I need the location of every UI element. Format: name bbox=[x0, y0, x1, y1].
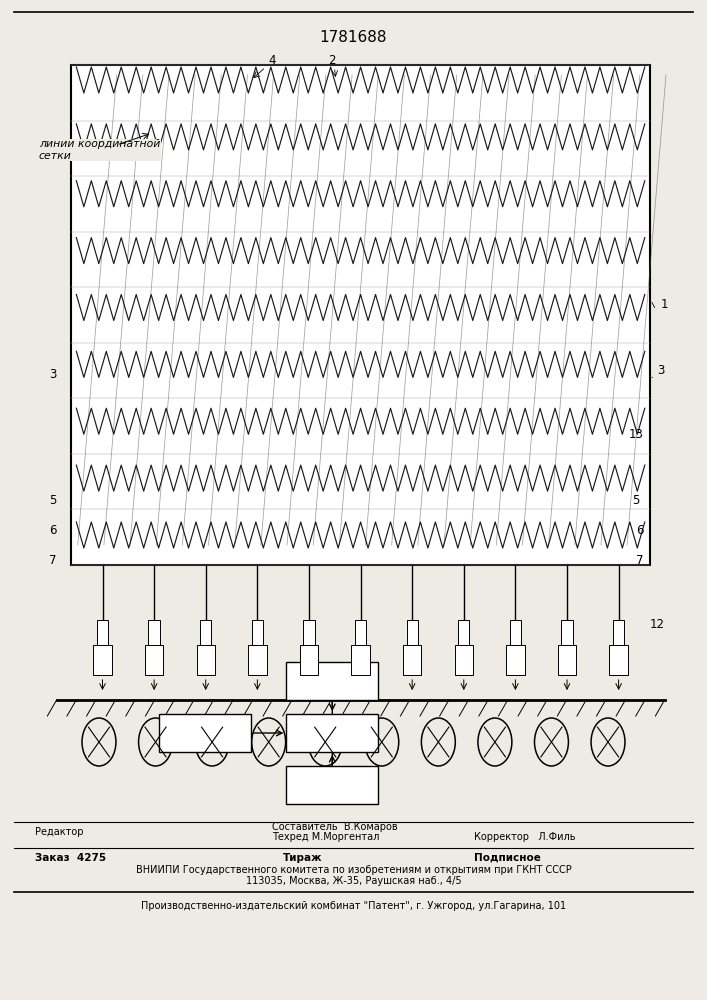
Text: 6: 6 bbox=[636, 524, 643, 536]
Bar bbox=[510, 620, 521, 645]
Bar bbox=[303, 620, 315, 645]
Bar bbox=[609, 645, 628, 675]
Bar bbox=[351, 645, 370, 675]
Bar bbox=[248, 645, 267, 675]
Text: линии координатной
сетки: линии координатной сетки bbox=[39, 139, 160, 161]
Text: 5: 5 bbox=[633, 493, 640, 506]
Text: Подписное: Подписное bbox=[474, 853, 541, 863]
Bar bbox=[159, 714, 251, 752]
Bar bbox=[286, 714, 378, 752]
Bar bbox=[97, 620, 108, 645]
Bar bbox=[145, 645, 163, 675]
Text: 113035, Москва, Ж-35, Раушская наб., 4/5: 113035, Москва, Ж-35, Раушская наб., 4/5 bbox=[246, 876, 461, 886]
Text: 11: 11 bbox=[325, 674, 340, 688]
Text: 13: 13 bbox=[629, 428, 644, 442]
Bar bbox=[355, 620, 366, 645]
Bar bbox=[200, 620, 211, 645]
Bar bbox=[252, 620, 263, 645]
Bar bbox=[286, 662, 378, 700]
Bar bbox=[455, 645, 473, 675]
Text: Составитель  В.Комаров: Составитель В.Комаров bbox=[272, 822, 398, 832]
Text: 1: 1 bbox=[661, 298, 668, 312]
Bar bbox=[286, 766, 378, 804]
Text: Тираж: Тираж bbox=[283, 853, 322, 863]
Bar bbox=[458, 620, 469, 645]
Text: 3: 3 bbox=[49, 368, 57, 381]
Text: 5: 5 bbox=[49, 493, 57, 506]
Bar bbox=[300, 645, 318, 675]
Bar bbox=[148, 620, 160, 645]
Bar bbox=[71, 65, 650, 565]
Text: 12: 12 bbox=[650, 618, 665, 632]
Bar bbox=[558, 645, 576, 675]
Text: Заказ  4275: Заказ 4275 bbox=[35, 853, 107, 863]
Text: 6: 6 bbox=[49, 524, 57, 536]
Text: ВНИИПИ Государственного комитета по изобретениям и открытиям при ГКНТ СССР: ВНИИПИ Государственного комитета по изоб… bbox=[136, 865, 571, 875]
Bar bbox=[613, 620, 624, 645]
Text: 7: 7 bbox=[49, 554, 57, 566]
Text: 10: 10 bbox=[197, 726, 213, 740]
Bar bbox=[506, 645, 525, 675]
Text: 4: 4 bbox=[269, 53, 276, 66]
Text: Техред М.Моргентал: Техред М.Моргентал bbox=[272, 832, 380, 842]
Text: Производственно-издательский комбинат "Патент", г. Ужгород, ул.Гагарина, 101: Производственно-издательский комбинат "П… bbox=[141, 901, 566, 911]
Bar bbox=[93, 645, 112, 675]
Text: 8: 8 bbox=[328, 778, 337, 792]
Text: 2: 2 bbox=[329, 53, 336, 66]
Text: 7: 7 bbox=[636, 554, 643, 566]
Bar bbox=[403, 645, 421, 675]
Text: 9: 9 bbox=[328, 726, 337, 740]
Bar bbox=[407, 620, 418, 645]
Text: 3: 3 bbox=[658, 363, 665, 376]
Text: Корректор   Л.Филь: Корректор Л.Филь bbox=[474, 832, 575, 842]
Text: Редактор: Редактор bbox=[35, 827, 84, 837]
Bar bbox=[561, 620, 573, 645]
Text: 1781688: 1781688 bbox=[320, 29, 387, 44]
Bar bbox=[197, 645, 215, 675]
